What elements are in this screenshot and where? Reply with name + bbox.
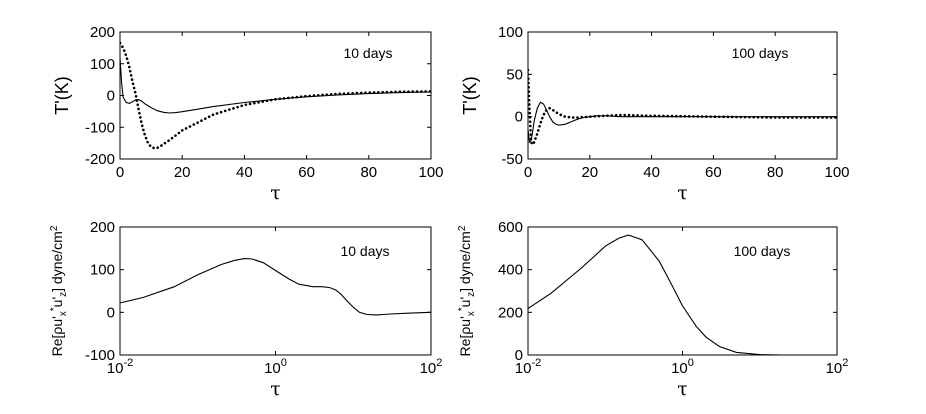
y-tick-label: 100 (90, 56, 115, 73)
y-axis-label: Re[ρu'x*u'z] dyne/cm2 (49, 225, 69, 356)
plot-frame (527, 31, 838, 160)
x-tick-label: 100 (671, 357, 694, 377)
x-tick-exponent: -2 (531, 357, 541, 369)
y-tick-label: 600 (498, 219, 523, 236)
x-tick-label: 80 (360, 164, 377, 181)
x-tick-label: 0 (116, 164, 124, 181)
y-axis-label: T'(K) (460, 76, 480, 114)
y-tick-label: -200 (85, 151, 115, 168)
panel-top-left: 0 20 40 60 80 100 200 100 0 -100 -200 τ T'(K) 10 days (52, 24, 444, 204)
y-tick-label: 0 (107, 88, 115, 105)
x-tick-label: 60 (298, 164, 315, 181)
x-tick-label: 100 (264, 357, 287, 377)
x-tick-exponent: 0 (281, 357, 287, 369)
y-tick-label: 50 (506, 66, 523, 83)
series-line-dotted (120, 41, 431, 150)
x-axis-label: τ (270, 182, 281, 204)
y-tick-label: 0 (107, 304, 115, 321)
series-line-solid (528, 234, 837, 355)
x-tick-exponent: 0 (688, 357, 694, 369)
x-tick-label: 40 (643, 164, 660, 181)
x-tick-exponent: 2 (436, 357, 442, 369)
y-tick-label: -100 (85, 347, 115, 364)
x-tick-label: 100 (418, 164, 443, 181)
x-tick-label: 20 (581, 164, 598, 181)
panel-annotation: 10 days (343, 45, 392, 61)
y-axis-label: T'(K) (52, 76, 72, 114)
x-tick-label: 80 (767, 164, 784, 181)
x-axis-label: τ (270, 378, 281, 400)
x-tick-label: 102 (420, 357, 443, 377)
x-tick-label: 102 (826, 357, 849, 377)
series-line-solid (528, 101, 837, 144)
y-tick-label: 200 (90, 24, 115, 41)
x-tick-exponent: -2 (123, 357, 133, 369)
x-axis-label: τ (677, 182, 688, 204)
x-tick-label: 100 (824, 164, 849, 181)
x-tick-label: 60 (705, 164, 722, 181)
y-tick-label: -100 (85, 119, 115, 136)
panel-annotation: 100 days (734, 243, 791, 259)
series-line-dotted (528, 68, 837, 148)
y-tick-label: 400 (498, 262, 523, 279)
plot-frame (527, 226, 838, 356)
series-line-solid (120, 57, 431, 114)
y-tick-label: 100 (498, 24, 523, 41)
series-line-solid (120, 258, 431, 316)
x-tick-label: 0 (524, 164, 532, 181)
panel-annotation: 100 days (732, 45, 789, 61)
y-tick-label: 100 (90, 262, 115, 279)
x-tick-exponent: 2 (842, 357, 848, 369)
panel-annotation: 10 days (340, 243, 389, 259)
y-tick-label: 0 (515, 347, 523, 364)
y-axis-label: Re[ρu'x*u'z] dyne/cm2 (457, 225, 477, 356)
x-tick-label: 40 (236, 164, 253, 181)
y-tick-label: 200 (90, 219, 115, 236)
x-tick-label: 20 (174, 164, 191, 181)
y-tick-label: 200 (498, 304, 523, 321)
y-tick-label: 0 (515, 109, 523, 126)
y-tick-label: -50 (501, 151, 523, 168)
x-axis-label: τ (677, 378, 688, 400)
